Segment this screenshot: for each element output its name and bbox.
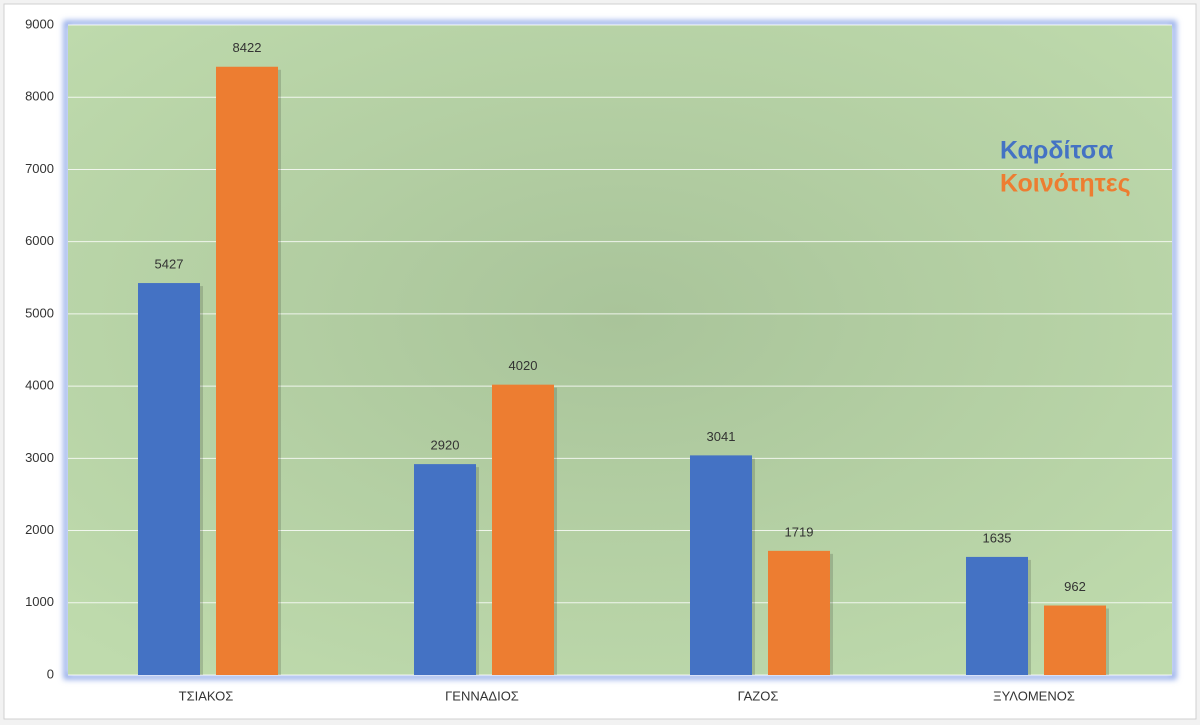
bar (1044, 605, 1106, 675)
y-tick-label: 8000 (25, 89, 54, 104)
value-label: 962 (1064, 579, 1086, 594)
bar (966, 556, 1028, 675)
y-tick-label: 7000 (25, 161, 54, 176)
legend-entry: Καρδίτσα (1000, 137, 1114, 165)
y-tick-label: 3000 (25, 450, 54, 465)
y-tick-label: 9000 (25, 16, 54, 31)
bar (690, 455, 752, 675)
x-tick-label: ΞΥΛΟΜΕΝΟΣ (993, 688, 1075, 703)
x-tick-label: ΓΕΝΝΑΔΙΟΣ (445, 688, 519, 703)
y-tick-label: 6000 (25, 233, 54, 248)
value-label: 8422 (233, 40, 262, 55)
x-tick-label: ΤΣΙΑΚΟΣ (179, 688, 234, 703)
legend-entry: Κοινότητες (1000, 170, 1131, 198)
bar (414, 464, 476, 675)
value-label: 1635 (983, 530, 1012, 545)
value-label: 4020 (509, 358, 538, 373)
y-tick-label: 4000 (25, 378, 54, 393)
bar (768, 550, 830, 675)
value-label: 2920 (431, 438, 460, 453)
bar (492, 384, 554, 675)
y-tick-label: 2000 (25, 522, 54, 537)
plot-glow (63, 20, 1177, 680)
value-label: 5427 (155, 256, 184, 271)
x-tick-label: ΓΑΖΟΣ (738, 688, 779, 703)
bar (216, 66, 278, 675)
value-label: 1719 (785, 524, 814, 539)
y-tick-label: 5000 (25, 305, 54, 320)
value-label: 3041 (707, 429, 736, 444)
y-tick-label: 1000 (25, 594, 54, 609)
bar (138, 283, 200, 675)
y-tick-label: 0 (47, 666, 54, 681)
plot: 0 1000 2000 3000 4000 5000 6000 7000 8000 9000 ΤΣΙ… (25, 16, 1172, 703)
